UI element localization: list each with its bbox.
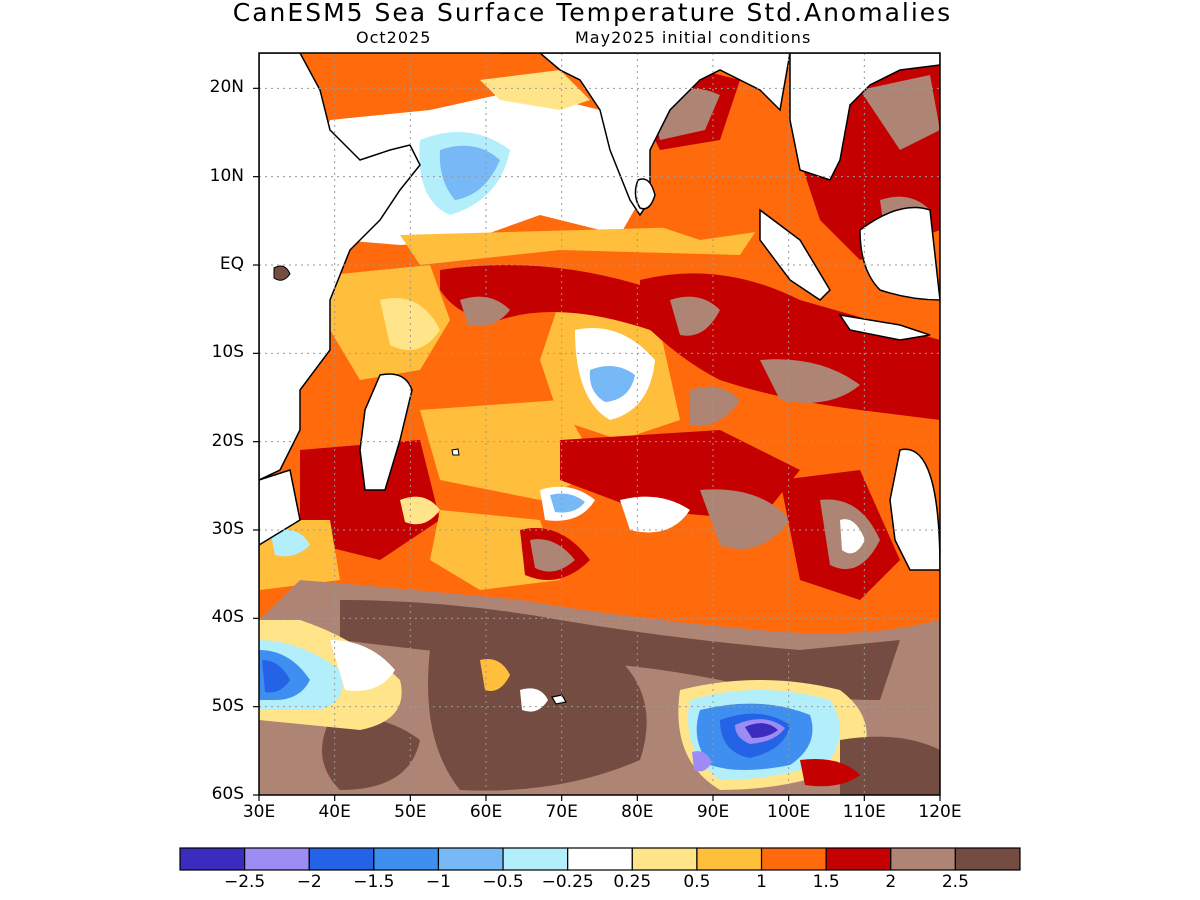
colorbar-label: 1 (756, 872, 767, 892)
colorbar-swatch (502, 847, 569, 871)
map-gridlines (259, 53, 940, 795)
land-africa-arabia (259, 53, 421, 481)
colorbar-swatch (567, 847, 633, 871)
colorbar-label: 2.5 (941, 872, 969, 892)
lat-tick-label: 10N (209, 165, 244, 186)
land-sri-lanka (634, 178, 656, 210)
lon-tick-label: 100E (767, 802, 811, 822)
colorbar-swatch (244, 847, 310, 871)
colorbar-swatch (696, 847, 763, 871)
initial-conditions-label: May2025 initial conditions (575, 28, 812, 47)
lon-tick-label: 30E (242, 802, 276, 822)
colorbar-swatch (890, 847, 956, 871)
lat-tick-label: 60S (211, 784, 244, 804)
land-australia (889, 448, 940, 571)
colorbar-swatch (631, 847, 698, 871)
lon-tick-label: 70E (545, 802, 578, 822)
colorbar-swatch (825, 847, 892, 871)
land-sumatra (759, 208, 831, 301)
colorbar-label: −0.25 (541, 872, 594, 892)
lon-tick-label: 40E (318, 802, 351, 822)
axis-tickmarks (253, 87, 941, 801)
map-frame (258, 52, 941, 796)
lat-tick-label: 20N (209, 77, 244, 98)
colorbar-label: −1 (425, 872, 451, 892)
colorbar-label: 1.5 (812, 872, 840, 892)
colorbar-swatch (179, 847, 246, 871)
land-indochina (789, 53, 940, 181)
lon-tick-label: 60E (469, 802, 503, 822)
land-madagascar (359, 373, 413, 491)
colorbar-label: 0.25 (613, 872, 652, 892)
colorbar (179, 847, 1021, 871)
land-southern-africa (259, 469, 301, 546)
lon-tick-label: 50E (394, 802, 427, 822)
lat-tick-label: 50S (211, 695, 244, 716)
map-title: CanESM5 Sea Surface Temperature Std.Anom… (232, 0, 953, 27)
map-field (259, 53, 940, 795)
colorbar-label: −2 (296, 872, 322, 892)
colorbar-swatch (954, 847, 1021, 871)
colorbar-label: −2.5 (223, 872, 266, 892)
colorbar-label: 2 (885, 872, 897, 892)
colorbar-label: −0.5 (482, 872, 524, 892)
colorbar-label: 0.5 (683, 872, 711, 892)
colorbar-label: −1.5 (353, 872, 395, 892)
lat-tick-label: EQ (219, 254, 244, 274)
lat-tick-label: 20S (211, 430, 244, 451)
lat-tick-label: 30S (211, 519, 244, 539)
colorbar-swatch (308, 847, 375, 871)
lat-tick-label: 40S (211, 607, 244, 628)
colorbar-swatch (373, 847, 440, 871)
lat-tick-label: 10S (211, 342, 244, 363)
warm-band-equatorial (400, 225, 760, 265)
lon-tick-label: 80E (621, 802, 654, 822)
lon-tick-label: 120E (918, 802, 962, 822)
colorbar-swatch (760, 847, 827, 871)
land-kerguelen (551, 694, 567, 705)
very-warm-region-south (428, 646, 647, 791)
colorbar-swatch (437, 847, 504, 871)
lon-tick-label: 110E (842, 802, 886, 822)
lon-tick-label: 90E (696, 802, 730, 822)
forecast-month: Oct2025 (356, 28, 432, 47)
land-java (838, 313, 931, 341)
